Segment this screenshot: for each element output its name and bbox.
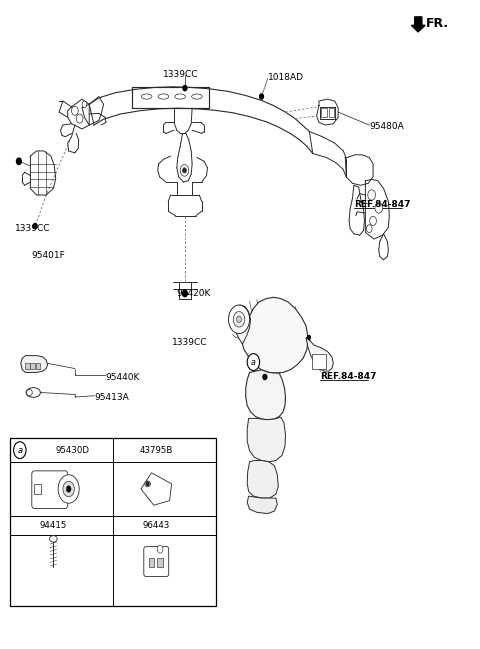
Circle shape (370, 216, 376, 225)
Polygon shape (247, 417, 286, 462)
Circle shape (58, 475, 79, 503)
Circle shape (183, 86, 187, 91)
Text: 95430D: 95430D (56, 446, 89, 455)
Text: REF.84-847: REF.84-847 (354, 200, 410, 209)
Polygon shape (306, 337, 333, 371)
Text: 95440K: 95440K (105, 373, 139, 382)
Text: a: a (251, 358, 256, 367)
Text: 1018AD: 1018AD (268, 73, 304, 82)
Circle shape (247, 354, 260, 371)
Bar (328, 108, 334, 117)
Circle shape (66, 485, 71, 492)
Circle shape (16, 158, 21, 165)
Text: 95413A: 95413A (94, 393, 129, 402)
Polygon shape (246, 370, 286, 420)
Circle shape (366, 225, 372, 232)
Circle shape (182, 290, 187, 297)
Ellipse shape (142, 94, 152, 99)
Circle shape (82, 101, 87, 108)
Polygon shape (247, 496, 277, 513)
Circle shape (308, 336, 311, 339)
Polygon shape (21, 356, 48, 373)
Circle shape (76, 114, 83, 123)
Polygon shape (247, 461, 278, 498)
Circle shape (263, 374, 267, 380)
Bar (322, 108, 327, 117)
Bar (36, 363, 40, 369)
Ellipse shape (175, 94, 185, 99)
Bar (10, 438, 216, 606)
Bar (34, 484, 41, 494)
Text: 96443: 96443 (143, 520, 170, 530)
Ellipse shape (145, 481, 151, 487)
Bar (157, 558, 163, 567)
Text: FR.: FR. (426, 17, 449, 30)
Polygon shape (141, 473, 171, 505)
Text: 1339CC: 1339CC (172, 338, 207, 347)
Ellipse shape (26, 389, 32, 396)
FancyBboxPatch shape (32, 471, 68, 508)
Circle shape (228, 305, 250, 334)
Circle shape (33, 223, 37, 228)
Bar (30, 363, 35, 369)
Ellipse shape (158, 94, 168, 99)
Text: 95401F: 95401F (32, 251, 66, 260)
Circle shape (237, 316, 241, 323)
Text: REF.84-847: REF.84-847 (321, 372, 377, 381)
Ellipse shape (192, 94, 202, 99)
Text: 95420K: 95420K (177, 289, 211, 298)
Circle shape (375, 202, 383, 213)
Text: a: a (17, 446, 23, 455)
Circle shape (368, 190, 375, 200)
Text: 94415: 94415 (40, 520, 67, 530)
Circle shape (63, 481, 74, 496)
Polygon shape (411, 17, 425, 32)
Circle shape (157, 545, 163, 553)
Bar (312, 354, 326, 369)
Text: 43795B: 43795B (140, 446, 173, 455)
Circle shape (146, 482, 149, 485)
Text: 1339CC: 1339CC (163, 70, 199, 79)
Circle shape (180, 165, 189, 176)
Ellipse shape (26, 387, 40, 397)
Polygon shape (242, 297, 308, 373)
Circle shape (233, 312, 245, 327)
Ellipse shape (49, 535, 57, 542)
Circle shape (72, 106, 78, 116)
Bar (25, 363, 30, 369)
Polygon shape (233, 305, 251, 344)
Circle shape (13, 442, 26, 459)
Text: 95480A: 95480A (369, 123, 404, 132)
Text: 1339CC: 1339CC (15, 224, 50, 233)
Circle shape (260, 94, 264, 99)
FancyBboxPatch shape (144, 546, 168, 576)
Bar (149, 558, 155, 567)
Circle shape (182, 168, 186, 173)
